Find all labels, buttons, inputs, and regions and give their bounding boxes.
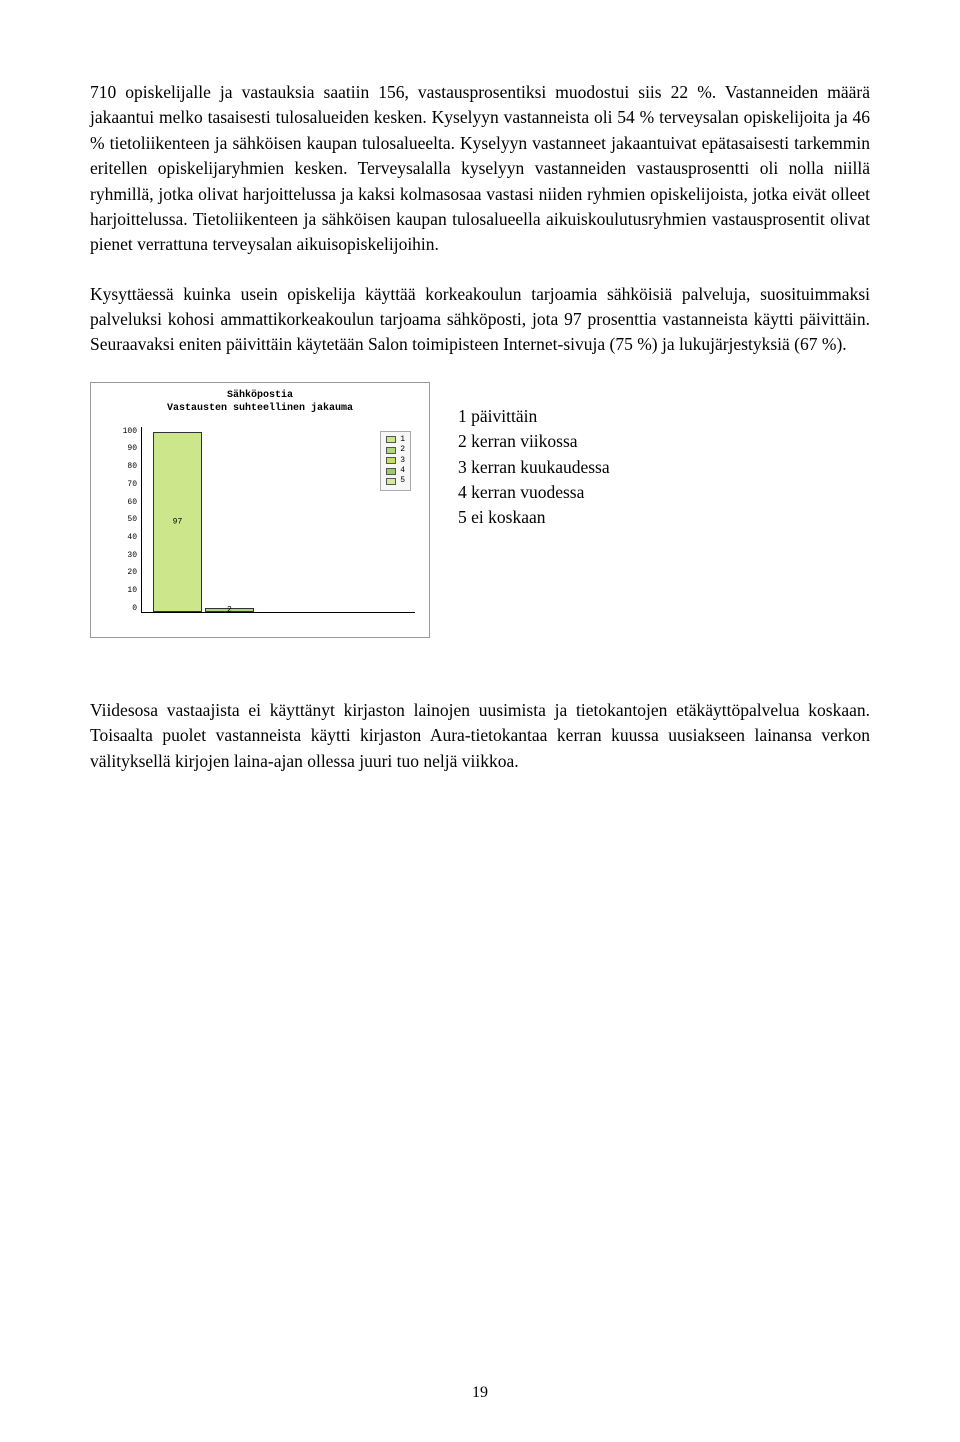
- legend-label: 4: [400, 466, 405, 476]
- legend-row: 1: [386, 435, 405, 445]
- y-tick: 60: [127, 498, 137, 507]
- y-tick: 70: [127, 480, 137, 489]
- legend-description-line: 1 päivittäin: [458, 404, 610, 429]
- chart-title-line1: Sähköpostia: [99, 389, 421, 402]
- chart-body: Prosenttiosuus kokonaismäärästä 10090807…: [99, 419, 421, 629]
- legend-swatch: [386, 478, 396, 485]
- chart-legend: 12345: [380, 431, 411, 491]
- legend-description-line: 2 kerran viikossa: [458, 429, 610, 454]
- legend-row: 5: [386, 476, 405, 486]
- page-number: 19: [472, 1384, 488, 1402]
- y-tick: 30: [127, 551, 137, 560]
- y-tick: 0: [132, 604, 137, 613]
- legend-label: 3: [400, 456, 405, 466]
- y-tick: 50: [127, 515, 137, 524]
- bar-value-label: 97: [173, 518, 183, 527]
- y-tick: 10: [127, 586, 137, 595]
- paragraph-2: Kysyttäessä kuinka usein opiskelija käyt…: [90, 282, 870, 358]
- chart-row: Sähköpostia Vastausten suhteellinen jaka…: [90, 382, 870, 638]
- legend-label: 1: [400, 435, 405, 445]
- legend-label: 5: [400, 476, 405, 486]
- legend-swatch: [386, 457, 396, 464]
- bar-value-label: 2: [227, 605, 232, 614]
- legend-row: 3: [386, 456, 405, 466]
- y-tick: 90: [127, 444, 137, 453]
- legend-description-line: 3 kerran kuukaudessa: [458, 455, 610, 480]
- plot-area: 12345 972: [141, 427, 415, 613]
- legend-label: 2: [400, 445, 405, 455]
- y-tick: 80: [127, 462, 137, 471]
- y-tick: 100: [123, 427, 137, 436]
- legend-swatch: [386, 468, 396, 475]
- y-tick: 40: [127, 533, 137, 542]
- chart-title: Sähköpostia Vastausten suhteellinen jaka…: [99, 389, 421, 415]
- legend-swatch: [386, 447, 396, 454]
- legend-swatch: [386, 436, 396, 443]
- legend-description: 1 päivittäin2 kerran viikossa3 kerran ku…: [458, 382, 610, 531]
- legend-description-line: 4 kerran vuodessa: [458, 480, 610, 505]
- chart-title-line2: Vastausten suhteellinen jakauma: [99, 402, 421, 415]
- paragraph-3: Viidesosa vastaajista ei käyttänyt kirja…: [90, 698, 870, 774]
- y-tick: 20: [127, 568, 137, 577]
- legend-row: 4: [386, 466, 405, 476]
- y-axis-ticks: 1009080706050403020100: [117, 427, 137, 613]
- chart-container: Sähköpostia Vastausten suhteellinen jaka…: [90, 382, 430, 638]
- legend-row: 2: [386, 445, 405, 455]
- legend-description-line: 5 ei koskaan: [458, 505, 610, 530]
- paragraph-1: 710 opiskelijalle ja vastauksia saatiin …: [90, 80, 870, 258]
